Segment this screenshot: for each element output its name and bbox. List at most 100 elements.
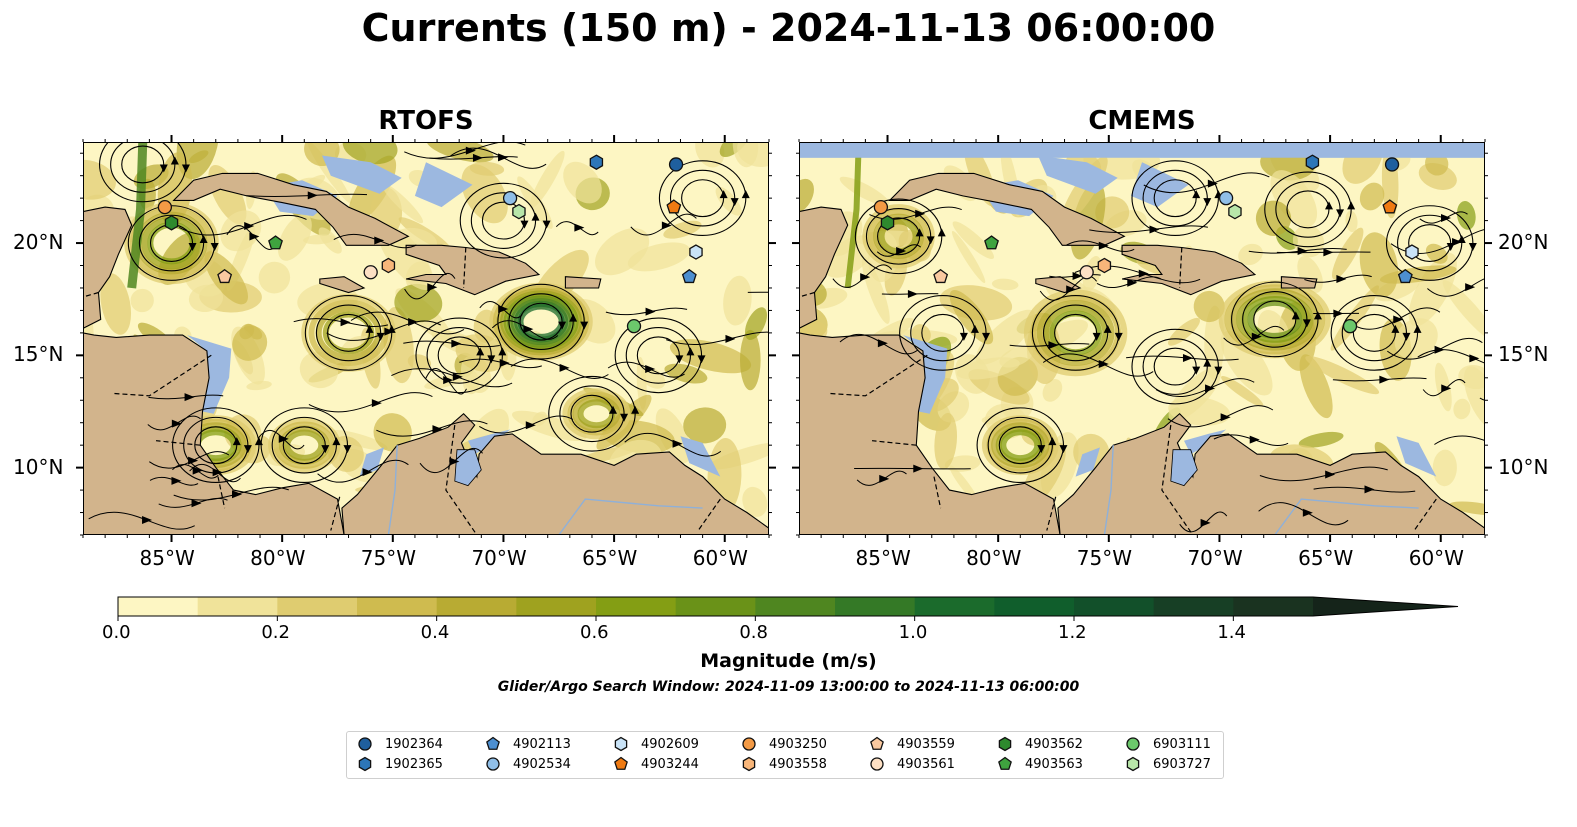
country-border [933,476,942,509]
lake-maracaibo [454,449,482,487]
panel-frame [83,142,769,535]
country-border [1161,424,1194,535]
colorbar-segment [277,597,358,616]
float-marker-4902113 [681,268,697,284]
country-border [1046,496,1057,531]
float-marker-4902609 [1405,244,1419,260]
float-markers [157,154,703,334]
legend-item: 4902534 [485,756,571,772]
circle-marker-icon [358,737,372,751]
figure-title: Currents (150 m) - 2024-11-13 06:00:00 [361,6,1216,50]
float-marker-4903563 [268,235,283,250]
circle-marker-icon [1126,737,1140,751]
colorbar-segment [118,597,199,616]
lat-tick-label: 20°N [1498,230,1549,255]
float-marker-4903558 [381,257,396,274]
legend-label: 6903111 [1153,736,1211,752]
legend-marker [486,757,500,771]
colorbar-segment [835,597,916,616]
lon-tick-label: 65°W [1298,546,1354,570]
country-border [445,424,478,535]
land-puertoRico [1280,276,1318,289]
map-panel-cmems [799,142,1485,535]
pentagon-marker-icon [870,736,884,750]
legend-label: 4903250 [769,736,827,752]
float-marker-4903561 [1079,265,1094,280]
river [1274,498,1419,535]
land-southAmerica [1057,412,1485,535]
legend-label: 4903562 [1025,736,1083,752]
float-marker-4903562 [880,215,895,231]
legend-marker [742,756,756,772]
shallow-shelf [680,436,721,477]
pentagon-marker-icon [614,756,628,770]
legend-item: 4902609 [613,736,699,752]
shallow-shelf [414,162,473,208]
shallow-shelf [1396,436,1437,477]
colorbar-tick-label: 0.0 [102,622,131,643]
lake-maracaibo [1170,449,1198,487]
lon-tick-label: 85°W [855,546,911,570]
legend-label: 4903559 [897,736,955,752]
panel-title-cmems: CMEMS [1088,106,1196,136]
country-border [463,247,467,289]
float-markers [873,154,1419,334]
colorbar-tick-label: 1.0 [898,622,928,643]
legend-item: 1902364 [357,736,443,752]
float-marker-1902364 [668,157,684,172]
shallow-shelf [1130,162,1189,208]
no-data-band [799,142,1485,158]
legend-marker [358,737,372,751]
country-border [829,354,928,397]
legend-label: 4903244 [641,756,699,772]
streamlines [88,142,769,530]
legend-label: 4903558 [769,756,827,772]
circle-marker-icon [870,757,884,771]
colorbar-segment [596,597,677,616]
legend-item: 4903563 [997,756,1083,772]
lat-tick-label: 20°N [13,230,64,255]
float-marker-4902534 [502,190,518,206]
lat-tick-label: 10°N [13,454,64,479]
lon-tick-label: 85°W [139,546,195,570]
float-marker-4902609 [689,244,703,260]
land-cuba [888,172,1126,246]
lon-tick-label: 65°W [582,546,638,570]
float-marker-4903558 [1097,257,1112,274]
float-marker-1902365 [589,154,604,170]
land-centralAmerica [83,332,345,535]
pentagon-marker-icon [486,736,500,750]
legend-item: 6903111 [1125,736,1211,752]
shallow-shelf [322,155,402,194]
legend-label: 4902113 [513,736,571,752]
legend-label: 4902534 [513,756,571,772]
legend-label: 6903727 [1153,756,1211,772]
colorbar-extend-arrow [1313,597,1458,616]
float-marker-4903563 [984,235,999,250]
colorbar-segment [197,597,278,616]
legend-marker [742,737,756,751]
float-marker-6903111 [1342,318,1358,334]
colorbar-tick-label: 1.4 [1217,622,1246,643]
colorbar-segment [994,597,1075,616]
legend-item: 6903727 [1125,756,1211,772]
hexagon-marker-icon [742,756,756,772]
legend-item: 4903558 [741,756,827,772]
float-legend: 1902364 1902365 4902113 4902534 4902609 49032… [346,731,1224,779]
land-cuba [172,172,410,246]
lon-tick-label: 70°W [471,546,527,570]
map-panel-rtofs [83,142,769,535]
legend-item: 4903561 [869,756,955,772]
float-marker-4903244 [666,199,682,214]
float-marker-6903727 [1228,203,1242,220]
float-marker-4903559 [933,268,949,284]
colorbar-segment [1074,597,1155,616]
lon-tick-label: 60°W [1408,546,1464,570]
float-marker-4903562 [164,215,179,231]
legend-marker [614,736,628,752]
search-window-text: Glider/Argo Search Window: 2024-11-09 13… [497,679,1080,695]
colorbar-tick-label: 1.2 [1058,622,1087,643]
legend-marker [614,756,628,770]
land-yucatan [83,206,133,330]
